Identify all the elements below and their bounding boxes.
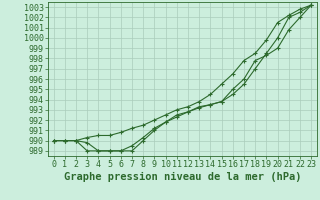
X-axis label: Graphe pression niveau de la mer (hPa): Graphe pression niveau de la mer (hPa) [64, 172, 301, 182]
